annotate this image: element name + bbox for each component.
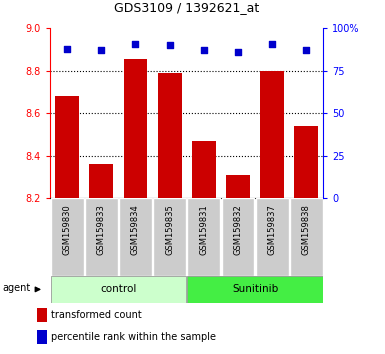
Bar (51, 276, 186, 303)
Bar (55, 96, 79, 198)
Bar (119, 198, 152, 276)
Text: GSM159835: GSM159835 (165, 205, 174, 255)
Bar (37, 308, 47, 322)
Text: GSM159834: GSM159834 (131, 205, 140, 255)
Point (64, 46, 70, 52)
Bar (226, 175, 250, 198)
Bar (187, 276, 323, 303)
Text: GSM159837: GSM159837 (268, 205, 277, 255)
Bar (187, 198, 220, 276)
Point (235, 49, 241, 55)
Text: GSM159838: GSM159838 (302, 205, 311, 255)
Text: percentile rank within the sample: percentile rank within the sample (51, 332, 216, 342)
Text: agent: agent (3, 283, 31, 293)
Text: GSM159832: GSM159832 (233, 205, 243, 255)
Text: GSM159831: GSM159831 (199, 205, 208, 255)
Bar (295, 126, 318, 198)
Bar (153, 198, 186, 276)
Point (269, 41, 275, 46)
Text: control: control (100, 284, 137, 295)
Text: GSM159830: GSM159830 (63, 205, 72, 255)
Text: transformed count: transformed count (51, 310, 142, 320)
Bar (256, 198, 288, 276)
Point (132, 41, 139, 46)
Bar (290, 198, 323, 276)
Text: GDS3109 / 1392621_at: GDS3109 / 1392621_at (114, 1, 259, 14)
Text: Sunitinib: Sunitinib (232, 284, 278, 295)
Bar (192, 141, 216, 198)
Point (98, 47, 104, 53)
Bar (51, 198, 84, 276)
Bar (158, 73, 182, 198)
Bar (260, 71, 284, 198)
Point (201, 47, 207, 53)
Bar (89, 164, 113, 198)
Text: GSM159833: GSM159833 (97, 205, 106, 255)
Bar (124, 59, 147, 198)
Point (167, 42, 173, 48)
Bar (85, 198, 118, 276)
Point (303, 47, 310, 53)
Bar (37, 330, 47, 344)
Bar (222, 198, 254, 276)
